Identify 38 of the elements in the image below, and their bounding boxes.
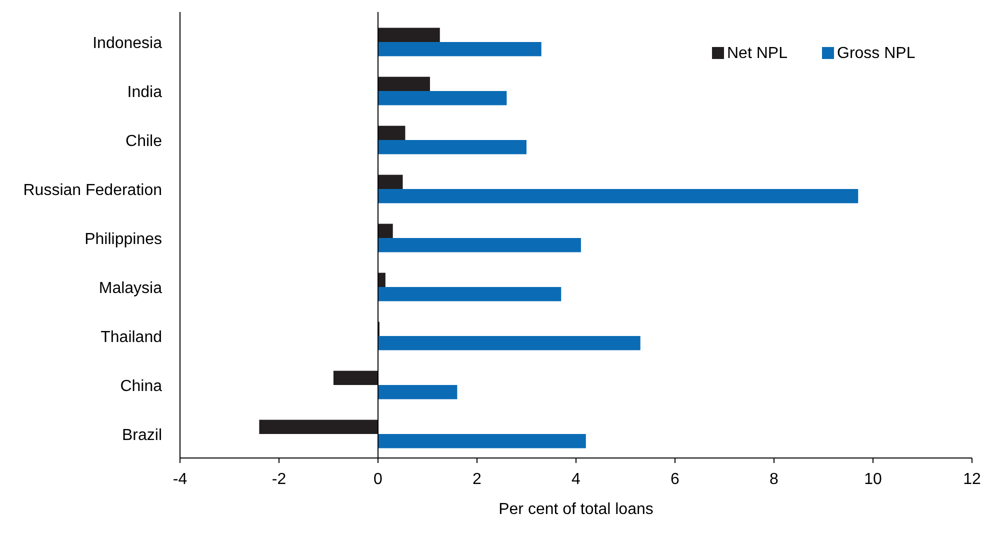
- bar: [378, 174, 403, 189]
- bar: [378, 224, 393, 238]
- x-tick-label: 10: [864, 471, 882, 488]
- bar: [333, 370, 378, 385]
- y-tick-label: China: [120, 378, 162, 395]
- bar: [378, 42, 542, 56]
- bar: [378, 287, 562, 302]
- bar: [378, 126, 406, 140]
- x-tick-label: 8: [770, 471, 779, 488]
- y-tick-label: Russian Federation: [23, 182, 162, 199]
- x-tick-label: 12: [963, 471, 981, 488]
- y-tick-label: Indonesia: [92, 35, 162, 52]
- bar: [378, 76, 430, 92]
- bar: [378, 140, 526, 154]
- bar: [378, 434, 586, 448]
- y-tick-label: Philippines: [84, 231, 162, 248]
- y-tick-label: Brazil: [122, 426, 162, 444]
- x-tick-label: -4: [172, 471, 188, 488]
- x-tick-label: 6: [670, 471, 680, 488]
- y-tick-label: Malaysia: [98, 280, 162, 297]
- legend-label: Gross NPL: [837, 45, 916, 62]
- y-tick-label: India: [127, 84, 162, 102]
- x-tick-label: 2: [472, 471, 482, 488]
- y-tick-label: Chile: [126, 133, 162, 150]
- bar: [378, 238, 581, 252]
- bar: [378, 336, 640, 350]
- x-tick-label: 0: [374, 471, 383, 488]
- bar: [378, 28, 440, 42]
- bar: [378, 272, 386, 287]
- bar: [259, 420, 378, 434]
- bar: [378, 189, 858, 204]
- x-tick-label: -2: [272, 471, 286, 488]
- legend-label: Net NPL: [727, 45, 788, 62]
- x-axis-title: Per cent of total loans: [498, 501, 654, 518]
- bar: [378, 91, 507, 106]
- x-tick-label: 4: [572, 471, 581, 488]
- y-tick-label: Thailand: [100, 328, 162, 346]
- bar: [378, 384, 458, 400]
